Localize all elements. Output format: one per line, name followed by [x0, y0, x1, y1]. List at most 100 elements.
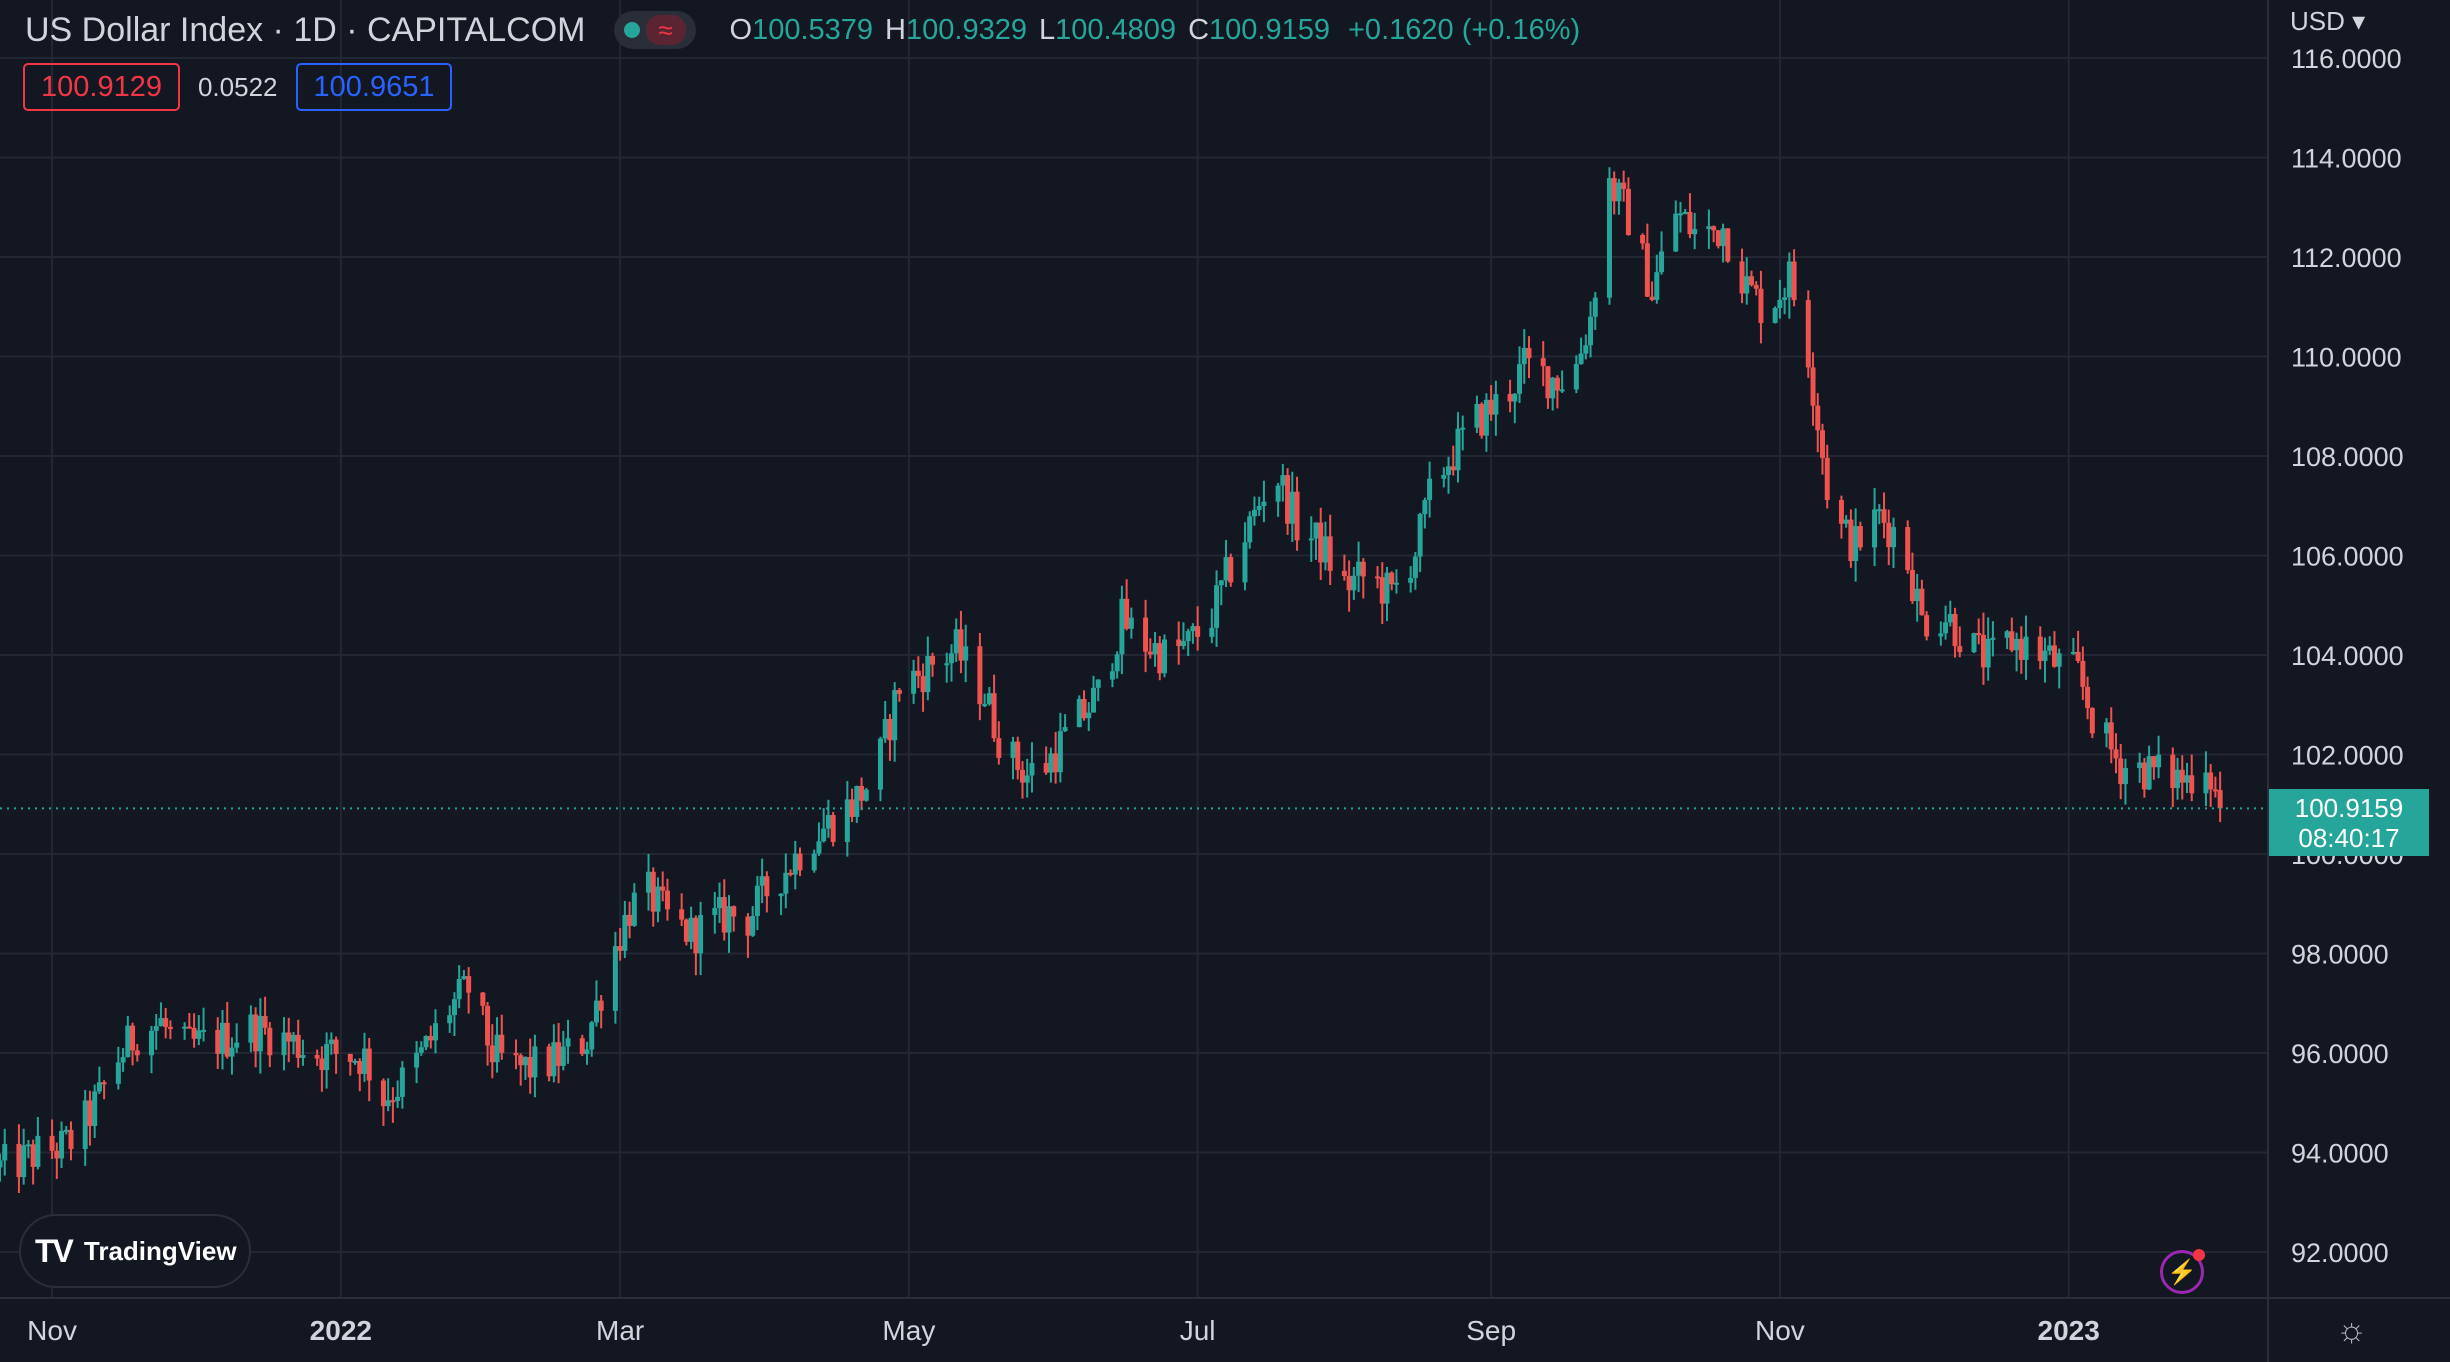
candle-body — [2151, 756, 2157, 768]
indicator-value-left[interactable]: 100.9129 — [23, 63, 180, 111]
candle-body — [1086, 712, 1092, 719]
candle-body — [1043, 763, 1049, 773]
candle-body — [1758, 288, 1764, 323]
candle-body — [996, 738, 1002, 758]
price-tick-label: 110.0000 — [2291, 343, 2402, 373]
candle-body — [1711, 226, 1717, 231]
candle-body — [267, 1027, 273, 1056]
candle-body — [158, 1018, 164, 1027]
candle-body — [1659, 251, 1665, 273]
price-tick-label: 106.0000 — [2291, 542, 2404, 572]
candle-body — [1985, 638, 1991, 668]
price-axis: 116.0000 114.0000 112.0000 110.0000 108.0000… — [2291, 44, 2404, 1268]
candle-body — [16, 1143, 22, 1178]
candle-body — [1838, 499, 1844, 524]
candle-body — [1360, 561, 1366, 577]
candle-body — [2212, 789, 2218, 792]
candle-body — [324, 1044, 330, 1071]
candle-body — [788, 872, 794, 875]
candle-body — [1143, 617, 1149, 652]
candle-body — [2085, 686, 2091, 709]
candle-body — [1446, 466, 1452, 475]
candle-body — [1550, 377, 1556, 399]
candle-body — [134, 1050, 140, 1056]
candle-body — [447, 1015, 453, 1024]
candle-body — [1176, 639, 1182, 647]
candle-body — [385, 1100, 391, 1107]
candle-body — [1891, 527, 1897, 548]
logo-text: TradingView — [83, 1235, 237, 1266]
candle-body — [1540, 358, 1546, 367]
candle-body — [2051, 645, 2057, 667]
candle-body — [2203, 772, 2209, 794]
candle-body — [1810, 367, 1816, 406]
candle-body — [2089, 708, 2095, 734]
candle-body — [1782, 297, 1788, 300]
candle-body — [1493, 394, 1499, 415]
candle-body — [1976, 633, 1982, 636]
tradingview-logo[interactable]: TV TradingView — [19, 1214, 251, 1288]
symbol-title[interactable]: US Dollar Index · 1D · CAPITALCOM — [25, 10, 586, 49]
candle-body — [49, 1135, 55, 1151]
candle-body — [1053, 753, 1059, 773]
candle-body — [1725, 228, 1731, 262]
candle-body — [1379, 577, 1385, 604]
wave-icon: ≈ — [645, 15, 686, 45]
time-axis: Nov 2022 Mar May Jul Sep Nov 2023 — [27, 1315, 2100, 1346]
candle-body — [948, 653, 954, 664]
ohlc-close: C100.9159 — [1188, 13, 1330, 46]
time-tick-label: 2022 — [310, 1315, 372, 1346]
price-tick-label: 114.0000 — [2291, 144, 2402, 174]
candle-body — [754, 885, 760, 917]
candle-body — [792, 853, 798, 875]
candle-body — [1384, 572, 1390, 604]
candle-body — [357, 1060, 363, 1074]
candle-body — [234, 1042, 240, 1048]
candle-body — [1938, 633, 1944, 637]
candle-body — [1545, 366, 1551, 399]
candle-body — [986, 693, 992, 705]
candle-body — [2070, 651, 2076, 654]
candle-body — [683, 919, 689, 942]
candle-body — [2023, 636, 2029, 660]
candle-body — [2113, 749, 2119, 759]
candle-body — [1483, 399, 1489, 436]
price-tick-label: 112.0000 — [2291, 243, 2402, 273]
gear-icon[interactable]: ☼ — [2336, 1311, 2368, 1349]
candle-body — [1588, 316, 1594, 346]
candle-body — [1455, 428, 1461, 471]
candle-body — [1109, 671, 1115, 680]
candle-body — [21, 1145, 27, 1178]
candle-body — [361, 1048, 367, 1074]
notification-dot-icon — [2193, 1249, 2205, 1261]
candle-body — [1748, 276, 1754, 285]
candle-body — [1294, 491, 1300, 541]
candle-body — [726, 906, 732, 933]
candle-body — [617, 946, 623, 951]
candle-body — [1777, 299, 1783, 309]
candle-body — [1313, 522, 1319, 539]
candle-body — [1251, 509, 1257, 517]
candle-body — [1209, 627, 1215, 637]
candle-body — [513, 1052, 519, 1056]
current-price-tag: 100.9159 08:40:17 — [2269, 789, 2429, 856]
candle-body — [1474, 403, 1480, 428]
candle-body — [82, 1100, 88, 1150]
candle-body — [1417, 514, 1423, 557]
candle-body — [2014, 638, 2020, 651]
candle-body — [1644, 243, 1650, 297]
candle-body — [1015, 741, 1021, 770]
candle-body — [1393, 582, 1399, 585]
candle-body — [1223, 557, 1229, 581]
lightning-icon[interactable]: ⚡ — [2160, 1249, 2205, 1294]
candle-body — [1517, 364, 1523, 394]
candle-body — [390, 1100, 396, 1103]
indicator-value-right[interactable]: 100.9651 — [295, 63, 453, 111]
price-tick-label: 98.0000 — [2291, 940, 2389, 970]
candle-body — [1753, 284, 1759, 289]
candle-body — [1578, 353, 1584, 365]
candle-body — [1162, 639, 1168, 674]
currency-selector[interactable]: USD ▾ — [2290, 6, 2366, 36]
status-pill[interactable]: ≈ — [613, 11, 696, 49]
